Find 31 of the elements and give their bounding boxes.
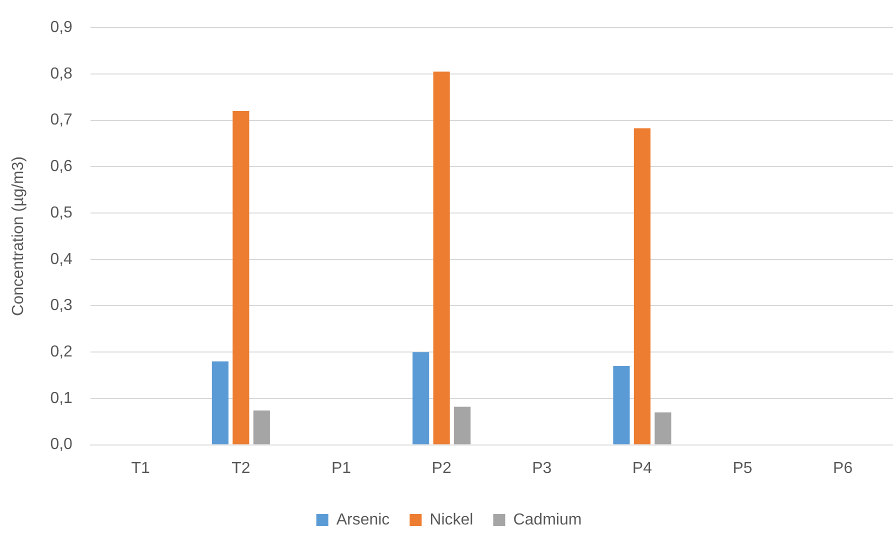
y-tick-label: 0,3 [50,297,73,314]
x-tick-label: P4 [632,460,652,477]
x-tick-label: T2 [232,460,250,477]
y-tick-label: 0,5 [50,204,73,222]
bar [454,406,471,444]
bar [613,366,630,444]
y-tick-label: 0,7 [50,112,73,129]
y-tick-label: 0,4 [50,250,73,268]
legend-label: Cadmium [513,511,582,528]
legend-label: Arsenic [336,511,390,528]
x-tick-label: P6 [833,460,853,477]
x-tick-label: P3 [532,460,552,477]
x-tick-label: P2 [432,460,452,477]
y-tick-label: 0,6 [50,158,73,176]
bar [433,72,450,444]
bar [232,111,250,444]
bar [412,352,430,444]
y-tick-label: 0,2 [50,343,73,360]
bar [654,412,672,444]
legend-label: Nickel [430,511,474,528]
y-tick-label: 0,9 [50,19,73,36]
x-tick-label: P5 [732,460,752,477]
y-tick-label: 0,8 [50,65,73,82]
bar [212,361,228,444]
x-tick-label: P1 [331,460,352,477]
y-axis-title: Concentration (µg/m3) [10,156,28,316]
x-tick-label: T1 [131,460,150,477]
y-tick-label: 0,0 [50,436,73,454]
bar [253,410,270,444]
bar [634,128,650,444]
y-tick-label: 0,1 [50,390,73,407]
